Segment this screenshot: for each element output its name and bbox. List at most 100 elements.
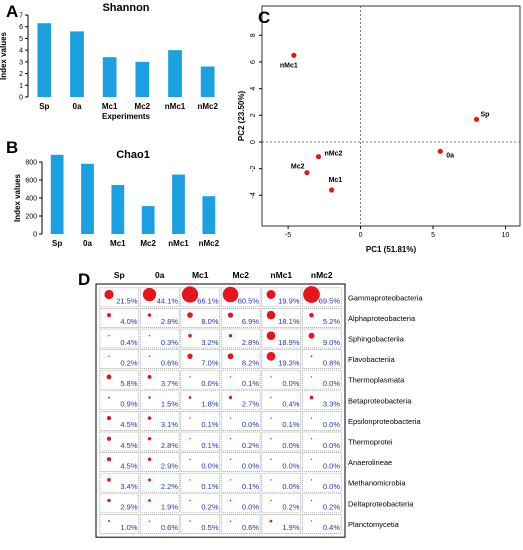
heatmap-cell bbox=[261, 431, 302, 452]
heatmap-bubble bbox=[228, 395, 233, 400]
panel-letter-a: A bbox=[6, 2, 19, 21]
heatmap-bubble bbox=[303, 286, 320, 303]
heatmap-taxon-label: Methanomicrobia bbox=[348, 479, 406, 488]
heatmap-bubble bbox=[188, 333, 192, 338]
pca-point bbox=[328, 187, 335, 193]
chao1-bar bbox=[141, 206, 155, 234]
heatmap-cell bbox=[139, 431, 180, 452]
heatmap-percentage-label: 44.1% bbox=[157, 297, 179, 306]
heatmap-bubble bbox=[229, 438, 232, 440]
heatmap-taxon-label: Epsilonproteobacteria bbox=[348, 417, 421, 426]
shannon-y-tick-label: 5 bbox=[19, 36, 23, 43]
heatmap-percentage-label: 1.5% bbox=[161, 400, 178, 409]
heatmap-percentage-label: 2.8% bbox=[161, 441, 178, 450]
heatmap-taxon-label: Thermoprotei bbox=[348, 438, 393, 447]
heatmap-percentage-label: 0.2% bbox=[201, 503, 218, 512]
pca-y-axis-label: PC2 (23.50%) bbox=[237, 91, 246, 142]
heatmap-bubble bbox=[270, 396, 272, 399]
heatmap-percentage-label: 0.4% bbox=[323, 523, 340, 532]
heatmap-cell bbox=[220, 452, 261, 472]
heatmap-bubble bbox=[147, 313, 152, 317]
heatmap-bubble bbox=[270, 438, 272, 440]
heatmap-bubble bbox=[269, 519, 273, 523]
heatmap-percentage-label: 2.2% bbox=[161, 482, 178, 491]
shannon-x-axis-label: Experiments bbox=[102, 112, 151, 121]
heatmap-cell bbox=[301, 390, 342, 411]
chao1-y-tick-label: 800 bbox=[25, 160, 37, 167]
heatmap-cell bbox=[99, 308, 140, 328]
heatmap-bubble bbox=[310, 376, 313, 378]
panel-letter-d: D bbox=[78, 270, 91, 289]
heatmap-bubble bbox=[189, 499, 191, 502]
heatmap-column-header: Mc2 bbox=[232, 270, 249, 280]
heatmap-bubble bbox=[148, 335, 151, 337]
heatmap-cell bbox=[220, 390, 261, 411]
heatmap-percentage-label: 0.2% bbox=[323, 503, 340, 512]
heatmap-cell bbox=[139, 452, 180, 472]
heatmap-taxon-label: Betaproteobacteria bbox=[348, 396, 412, 405]
heatmap-column-header: nMc2 bbox=[311, 270, 333, 280]
heatmap-taxon-label: Thermoplasmata bbox=[348, 376, 405, 385]
heatmap-bubble bbox=[229, 520, 232, 522]
heatmap-percentage-label: 8.0% bbox=[201, 317, 218, 326]
heatmap-bubble bbox=[310, 438, 313, 440]
shannon-bar bbox=[37, 23, 52, 98]
heatmap-cell bbox=[220, 493, 261, 514]
heatmap-percentage-label: 66.1% bbox=[197, 297, 219, 306]
chao1-title: Chao1 bbox=[116, 149, 150, 161]
heatmap-percentage-label: 0.0% bbox=[242, 461, 259, 470]
heatmap-bubble bbox=[309, 312, 314, 318]
heatmap-bubble bbox=[189, 458, 191, 460]
heatmap-percentage-label: 4.0% bbox=[120, 317, 137, 326]
heatmap-bubble bbox=[270, 417, 272, 419]
heatmap-bubble bbox=[106, 457, 112, 462]
heatmap-taxon-label: Anaerolineae bbox=[348, 458, 392, 467]
heatmap-cell bbox=[261, 390, 302, 411]
pca-y-tick-label: 6 bbox=[250, 60, 257, 64]
heatmap-cell bbox=[220, 472, 261, 493]
shannon-bar bbox=[102, 57, 117, 97]
heatmap-percentage-label: 0.6% bbox=[161, 358, 178, 367]
heatmap-bubble bbox=[188, 396, 192, 399]
shannon-y-tick-label: 2 bbox=[19, 71, 23, 78]
heatmap-percentage-label: 4.5% bbox=[120, 441, 137, 450]
shannon-category-label: Mc2 bbox=[135, 102, 151, 111]
heatmap-bubble bbox=[107, 498, 111, 503]
heatmap-bubble bbox=[181, 286, 199, 303]
heatmap-cell bbox=[180, 452, 221, 472]
heatmap-cell bbox=[301, 472, 342, 493]
heatmap-percentage-label: 21.5% bbox=[116, 297, 138, 306]
chao1-category-label: 0a bbox=[83, 239, 92, 248]
heatmap-cell bbox=[99, 472, 140, 493]
pca-point bbox=[304, 170, 310, 176]
heatmap-cell bbox=[139, 349, 180, 369]
heatmap-bubble bbox=[148, 355, 151, 358]
pca-point bbox=[291, 52, 297, 58]
heatmap-cell bbox=[139, 328, 180, 349]
shannon-y-tick-label: 1 bbox=[19, 83, 23, 90]
heatmap-cell bbox=[261, 493, 302, 514]
heatmap-cell bbox=[99, 390, 140, 411]
heatmap-percentage-label: 0.1% bbox=[282, 420, 299, 429]
heatmap-bubble bbox=[310, 458, 313, 460]
heatmap-percentage-label: 2.7% bbox=[242, 400, 259, 409]
heatmap-column-header: Mc1 bbox=[192, 270, 209, 280]
heatmap-cell bbox=[301, 411, 342, 431]
heatmap-cell bbox=[180, 390, 221, 411]
shannon-bar bbox=[135, 61, 150, 97]
heatmap-bubble bbox=[147, 374, 152, 379]
shannon-category-label: nMc1 bbox=[165, 102, 186, 111]
heatmap-bubble bbox=[310, 355, 313, 358]
heatmap-bubble bbox=[189, 520, 191, 522]
heatmap-cell bbox=[261, 472, 302, 493]
heatmap-bubble bbox=[270, 376, 272, 378]
heatmap-bubble bbox=[148, 396, 151, 399]
heatmap-percentage-label: 0.1% bbox=[201, 420, 218, 429]
heatmap-bubble bbox=[187, 312, 193, 318]
pca-x-tick-label: 0 bbox=[359, 232, 363, 239]
heatmap-bubble bbox=[107, 478, 111, 482]
heatmap-cell bbox=[220, 411, 261, 431]
heatmap-percentage-label: 19.3% bbox=[278, 358, 300, 367]
chao1-bar bbox=[50, 154, 64, 234]
pca-y-tick-label: -4 bbox=[250, 192, 257, 198]
